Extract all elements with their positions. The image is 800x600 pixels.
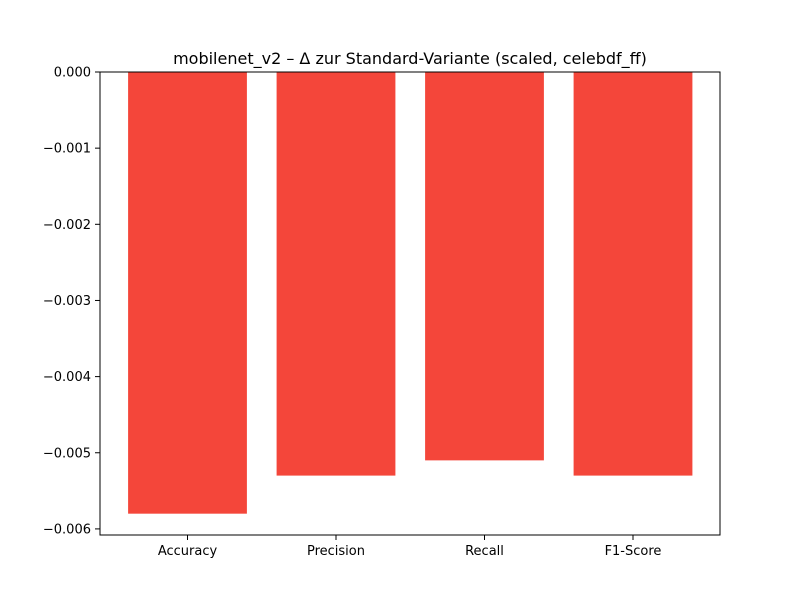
bars-layer [128, 72, 693, 514]
y-tick-label: −0.005 [43, 446, 91, 461]
y-tick-label: 0.000 [54, 66, 91, 81]
y-axis: 0.000 −0.001 −0.002 −0.003 −0.004 −0.005 −0.00… [43, 66, 100, 537]
x-tick-label-f1-score: F1-Score [605, 544, 662, 559]
x-tick-label-accuracy: Accuracy [158, 544, 218, 559]
x-tick-label-recall: Recall [465, 544, 504, 559]
y-tick-label: −0.004 [43, 370, 91, 385]
x-tick-label-precision: Precision [307, 544, 365, 559]
bar-recall [425, 72, 544, 461]
chart-title: mobilenet_v2 – Δ zur Standard-Variante (… [173, 49, 647, 69]
x-axis: Accuracy Precision Recall F1-Score [158, 535, 662, 559]
bar-precision [276, 72, 396, 476]
plot-frame [99, 71, 721, 536]
y-tick-label: −0.001 [43, 142, 91, 157]
y-tick-label: −0.003 [43, 294, 91, 309]
y-tick-label: −0.006 [43, 522, 91, 537]
bar-accuracy [128, 72, 247, 514]
y-tick-label: −0.002 [43, 218, 91, 233]
bar-f1-score [573, 72, 693, 476]
